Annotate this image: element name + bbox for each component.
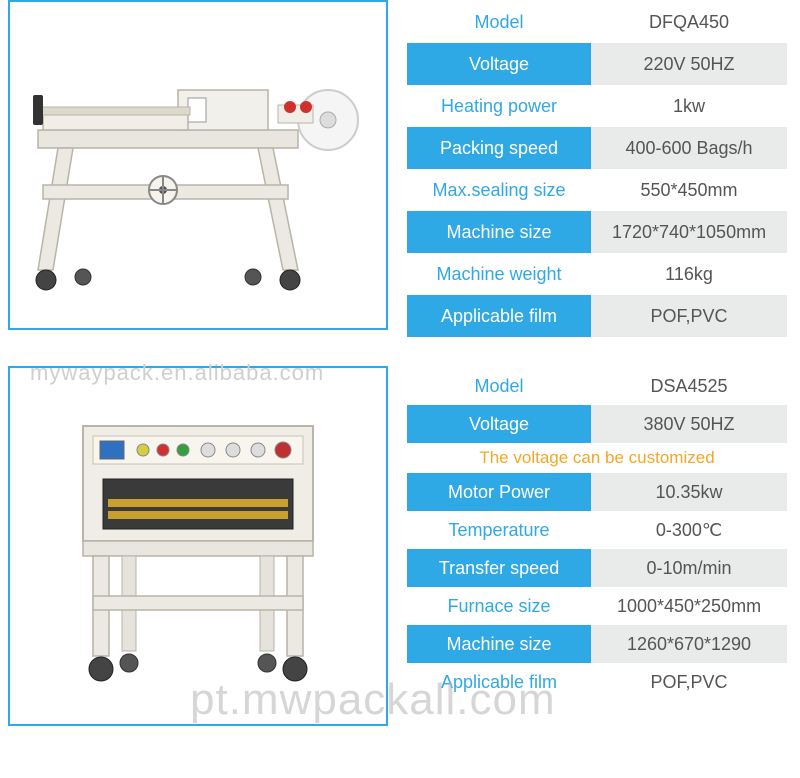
spec-label: Packing speed — [407, 127, 591, 169]
spec-row: Voltage 380V 50HZ — [407, 405, 787, 443]
spec-label: Machine size — [407, 625, 591, 663]
voltage-note: The voltage can be customized — [407, 443, 787, 473]
spec-value: 1260*670*1290 — [591, 625, 787, 663]
spec-label: Voltage — [407, 405, 591, 443]
spec-value: 116kg — [591, 253, 787, 295]
spec-row: Applicable film POF,PVC — [407, 295, 787, 337]
spec-row: Motor Power 10.35kw — [407, 473, 787, 511]
spec-row: Transfer speed 0-10m/min — [407, 549, 787, 587]
spec-label: Heating power — [407, 85, 591, 127]
product-row-2: Model DSA4525 Voltage 380V 50HZ The volt… — [8, 366, 792, 726]
spec-row: Packing speed 400-600 Bags/h — [407, 127, 787, 169]
spec-label: Temperature — [407, 511, 591, 549]
spec-row: Temperature 0-300℃ — [407, 511, 787, 549]
spec-value: 380V 50HZ — [591, 405, 787, 443]
product-image-2 — [8, 366, 388, 726]
spec-label: Applicable film — [407, 295, 591, 337]
spec-value: 0-300℃ — [591, 511, 787, 549]
spec-label: Furnace size — [407, 587, 591, 625]
spec-row: Model DFQA450 — [407, 1, 787, 43]
spec-table-1: Model DFQA450 Voltage 220V 50HZ Heating … — [406, 0, 788, 338]
spec-label: Motor Power — [407, 473, 591, 511]
spec-label: Model — [407, 1, 591, 43]
spec-row: Applicable film POF,PVC — [407, 663, 787, 701]
spec-value: 1720*740*1050mm — [591, 211, 787, 253]
spec-label: Transfer speed — [407, 549, 591, 587]
spec-value: 0-10m/min — [591, 549, 787, 587]
spec-label: Machine size — [407, 211, 591, 253]
spec-value: 1kw — [591, 85, 787, 127]
product-image-1 — [8, 0, 388, 330]
spec-value: 400-600 Bags/h — [591, 127, 787, 169]
spec-label: Model — [407, 367, 591, 405]
spec-row: Machine weight 116kg — [407, 253, 787, 295]
spec-value: 220V 50HZ — [591, 43, 787, 85]
spec-value: POF,PVC — [591, 295, 787, 337]
shrink-tunnel-machine-icon — [58, 401, 338, 691]
spec-table-2: Model DSA4525 Voltage 380V 50HZ The volt… — [406, 366, 788, 702]
spec-value: 1000*450*250mm — [591, 587, 787, 625]
spec-row: Machine size 1260*670*1290 — [407, 625, 787, 663]
spec-label: Machine weight — [407, 253, 591, 295]
spec-row: Model DSA4525 — [407, 367, 787, 405]
spec-value: POF,PVC — [591, 663, 787, 701]
spec-label: Applicable film — [407, 663, 591, 701]
spec-label: Voltage — [407, 43, 591, 85]
spec-row: Machine size 1720*740*1050mm — [407, 211, 787, 253]
spec-value: DSA4525 — [591, 367, 787, 405]
spec-label: Max.sealing size — [407, 169, 591, 211]
product-row-1: Model DFQA450 Voltage 220V 50HZ Heating … — [8, 0, 792, 338]
spec-row: Furnace size 1000*450*250mm — [407, 587, 787, 625]
spec-value: 550*450mm — [591, 169, 787, 211]
spec-value: DFQA450 — [591, 1, 787, 43]
l-sealer-machine-icon — [28, 35, 368, 295]
spec-value: 10.35kw — [591, 473, 787, 511]
spec-row: Max.sealing size 550*450mm — [407, 169, 787, 211]
spec-row: Voltage 220V 50HZ — [407, 43, 787, 85]
spec-row: Heating power 1kw — [407, 85, 787, 127]
